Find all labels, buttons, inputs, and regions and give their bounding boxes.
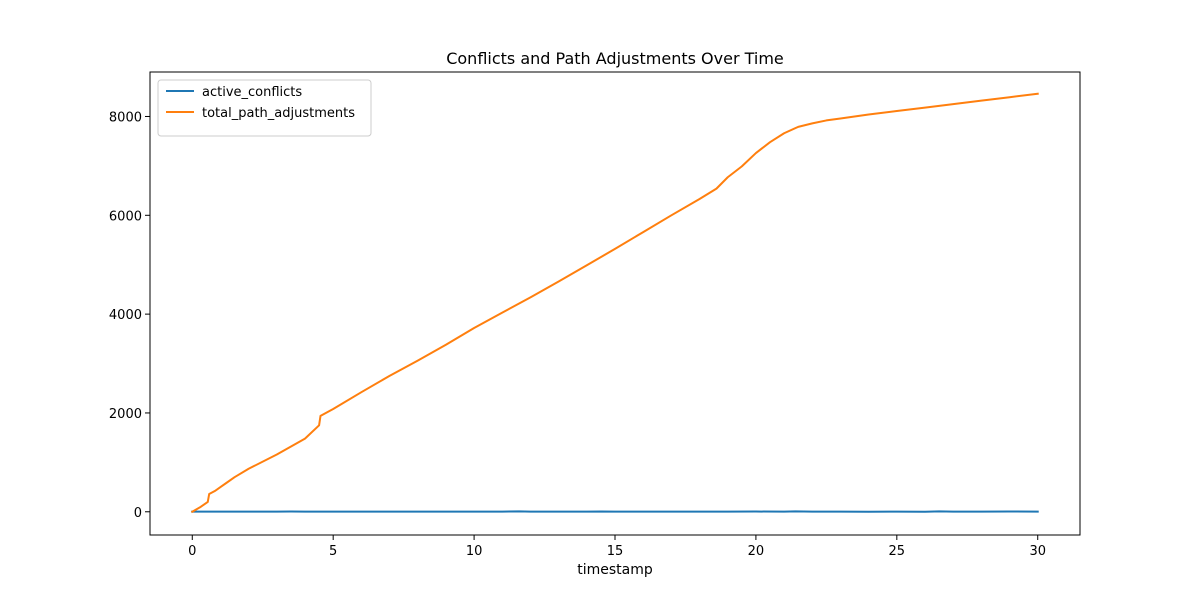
legend-box (157, 79, 372, 137)
y-tick-label: 2000 (109, 407, 142, 422)
x-tick-label: 30 (1029, 544, 1046, 559)
y-tick-label: 6000 (109, 209, 142, 224)
y-tick-label: 8000 (109, 110, 142, 125)
x-tick-label: 25 (889, 544, 906, 559)
x-tick-label: 20 (748, 544, 765, 559)
legend: active_conflicts total_path_adjustments (157, 79, 372, 137)
x-tick-label: 15 (607, 544, 624, 559)
chart-title: Conflicts and Path Adjustments Over Time (446, 49, 784, 68)
legend-label: total_path_adjustments (202, 106, 355, 121)
series-line-total-path-adjustments (190, 92, 1039, 514)
axes: 0 5 10 15 20 25 30 0 2000 4000 6000 8000 (109, 71, 1081, 559)
y-tick-label: 4000 (109, 308, 142, 323)
x-tick-label: 0 (188, 544, 196, 559)
y-tick-label: 0 (134, 506, 142, 521)
x-tick-label: 10 (466, 544, 483, 559)
legend-label: active_conflicts (202, 85, 302, 100)
x-axis-label: timestamp (577, 562, 653, 578)
x-tick-label: 5 (329, 544, 337, 559)
plot-area (190, 92, 1039, 514)
